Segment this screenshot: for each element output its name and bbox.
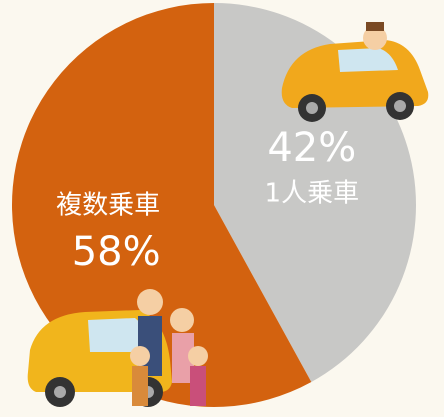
slice-value-label: 42% <box>267 125 356 171</box>
slice-category-label: 複数乗車 <box>56 191 160 221</box>
labels: 42% 1人乗車 58% 複数乗車 <box>56 125 359 275</box>
single-car-illustration <box>281 22 429 122</box>
slice-category-label: 1人乗車 <box>265 178 360 208</box>
slice-value-label: 58% <box>72 229 161 275</box>
family-car-illustration <box>27 289 208 407</box>
pie-slice <box>11 3 312 408</box>
